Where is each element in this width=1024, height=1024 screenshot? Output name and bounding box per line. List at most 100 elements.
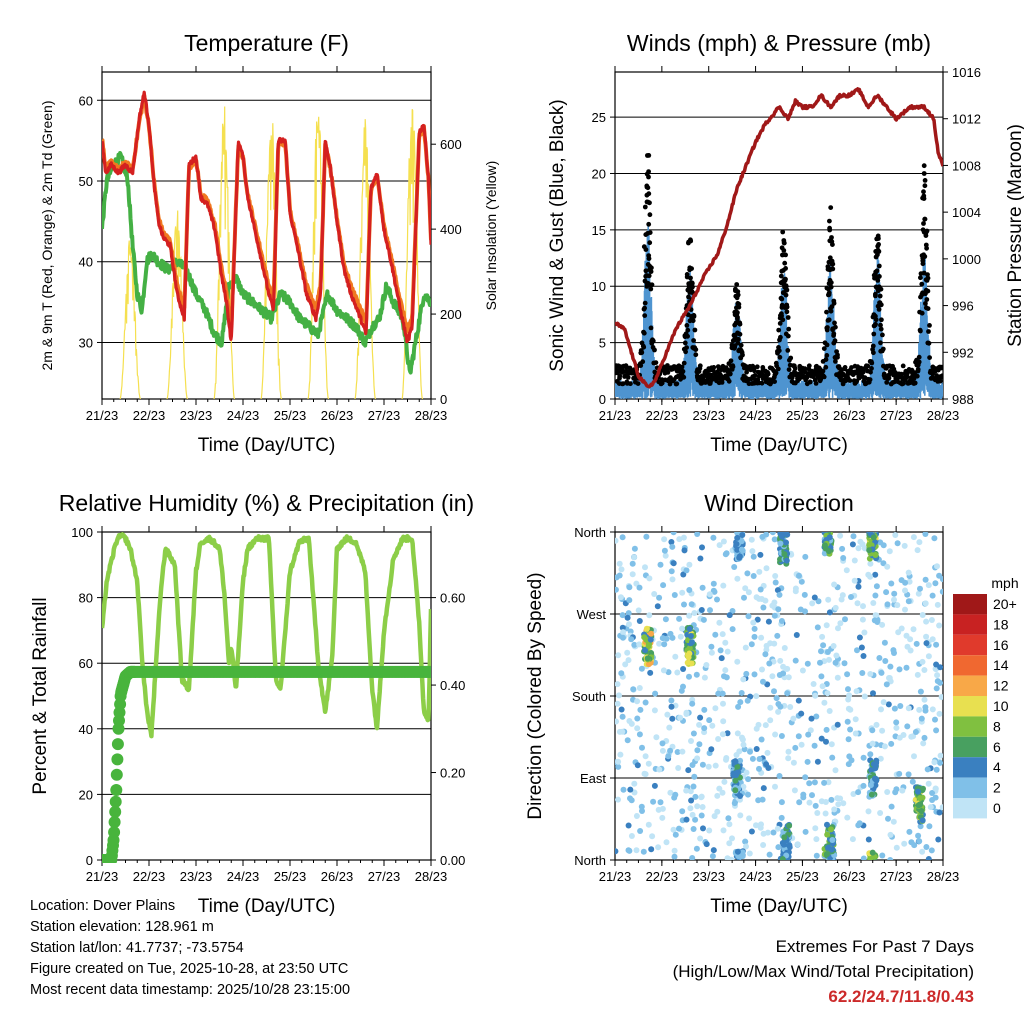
direction-point <box>722 639 729 646</box>
direction-point <box>852 730 859 737</box>
direction-point <box>778 533 785 540</box>
direction-point <box>724 730 731 737</box>
direction-point <box>869 740 876 747</box>
direction-point <box>923 633 930 640</box>
winds-y2tick-label: 1004 <box>952 205 981 220</box>
direction-point <box>745 776 752 783</box>
gust-point <box>784 287 790 293</box>
winds-y2tick-label: 988 <box>952 392 974 407</box>
direction-point <box>906 578 913 585</box>
direction-point <box>690 730 697 737</box>
direction-title: Wind Direction <box>704 490 854 516</box>
direction-point <box>922 576 929 583</box>
direction-point <box>630 686 637 693</box>
direction-point <box>742 585 749 592</box>
direction-point <box>804 660 811 667</box>
direction-point <box>706 827 713 834</box>
direction-point <box>624 649 631 656</box>
direction-xtick-label: 21/23 <box>599 869 632 884</box>
gust-point <box>786 367 792 372</box>
direction-point <box>775 708 782 715</box>
direction-point <box>720 582 727 589</box>
gust-point <box>788 355 794 361</box>
humidity-ytick-label: 60 <box>79 656 93 671</box>
direction-point <box>674 749 681 755</box>
direction-point <box>615 758 622 765</box>
direction-point <box>866 542 873 548</box>
gust-point <box>869 366 874 371</box>
direction-point <box>933 661 940 668</box>
direction-point <box>887 831 894 838</box>
direction-point <box>690 826 697 832</box>
direction-point <box>813 852 820 859</box>
direction-point <box>686 650 693 657</box>
gust-point <box>628 381 633 387</box>
gust-point <box>871 350 876 356</box>
direction-point <box>733 541 740 547</box>
direction-point <box>766 851 773 858</box>
speed-legend: mph 20+ 18 16 14 12 10 8 6 4 2 0 <box>953 575 1019 819</box>
direction-point <box>644 655 651 662</box>
direction-point <box>616 572 623 579</box>
gust-point <box>828 280 834 285</box>
solar-insolation-line <box>119 240 142 399</box>
direction-point <box>679 625 686 632</box>
gust-point <box>784 304 790 310</box>
temperature-y2tick-label: 400 <box>440 222 462 237</box>
gust-point <box>775 366 781 372</box>
direction-point <box>890 818 897 825</box>
direction-point <box>670 826 677 833</box>
direction-point <box>880 699 887 706</box>
solar-insolation-line <box>166 210 189 399</box>
direction-point <box>615 796 621 803</box>
winds-panel: 21/23 22/23 23/23 24/23 25/23 26/23 27/23 28/23… <box>547 30 1024 456</box>
direction-point <box>677 633 684 640</box>
gust-point <box>785 333 791 339</box>
direction-point <box>689 639 695 646</box>
direction-ytick-label: West <box>577 607 607 622</box>
direction-xlabel: Time (Day/UTC) <box>710 896 848 917</box>
direction-point <box>748 828 755 835</box>
direction-point <box>914 547 921 554</box>
direction-point <box>651 782 658 789</box>
direction-point <box>643 533 650 540</box>
direction-point <box>814 624 821 631</box>
direction-point <box>616 560 623 567</box>
direction-point <box>631 789 638 796</box>
direction-point <box>679 589 686 596</box>
direction-point <box>828 796 835 803</box>
gust-point <box>878 302 884 308</box>
direction-point <box>915 832 922 839</box>
direction-point <box>834 721 841 728</box>
direction-ytick-label: North <box>574 525 606 540</box>
direction-point <box>839 545 846 552</box>
gust-point <box>821 374 827 380</box>
direction-point <box>753 746 760 752</box>
direction-point <box>672 831 679 838</box>
direction-point <box>655 806 662 813</box>
direction-point <box>676 536 683 543</box>
direction-point <box>821 542 828 549</box>
direction-point <box>636 685 643 691</box>
direction-point <box>902 587 908 594</box>
direction-point <box>894 602 901 609</box>
direction-point <box>698 793 705 800</box>
direction-point <box>663 839 670 846</box>
gust-point <box>643 247 649 253</box>
direction-point <box>639 744 645 751</box>
direction-point <box>642 753 649 760</box>
gust-point <box>726 378 732 384</box>
direction-point <box>683 787 690 794</box>
gust-point <box>823 357 829 362</box>
speed-legend-swatch <box>953 675 987 696</box>
direction-point <box>873 721 880 728</box>
direction-point <box>804 758 811 765</box>
direction-point <box>637 706 644 713</box>
direction-point <box>732 787 739 794</box>
direction-point <box>710 847 717 854</box>
gust-point <box>754 364 760 370</box>
direction-point <box>840 800 847 807</box>
direction-xtick-label: 27/23 <box>880 869 913 884</box>
direction-point <box>743 769 750 776</box>
direction-point <box>936 622 943 629</box>
